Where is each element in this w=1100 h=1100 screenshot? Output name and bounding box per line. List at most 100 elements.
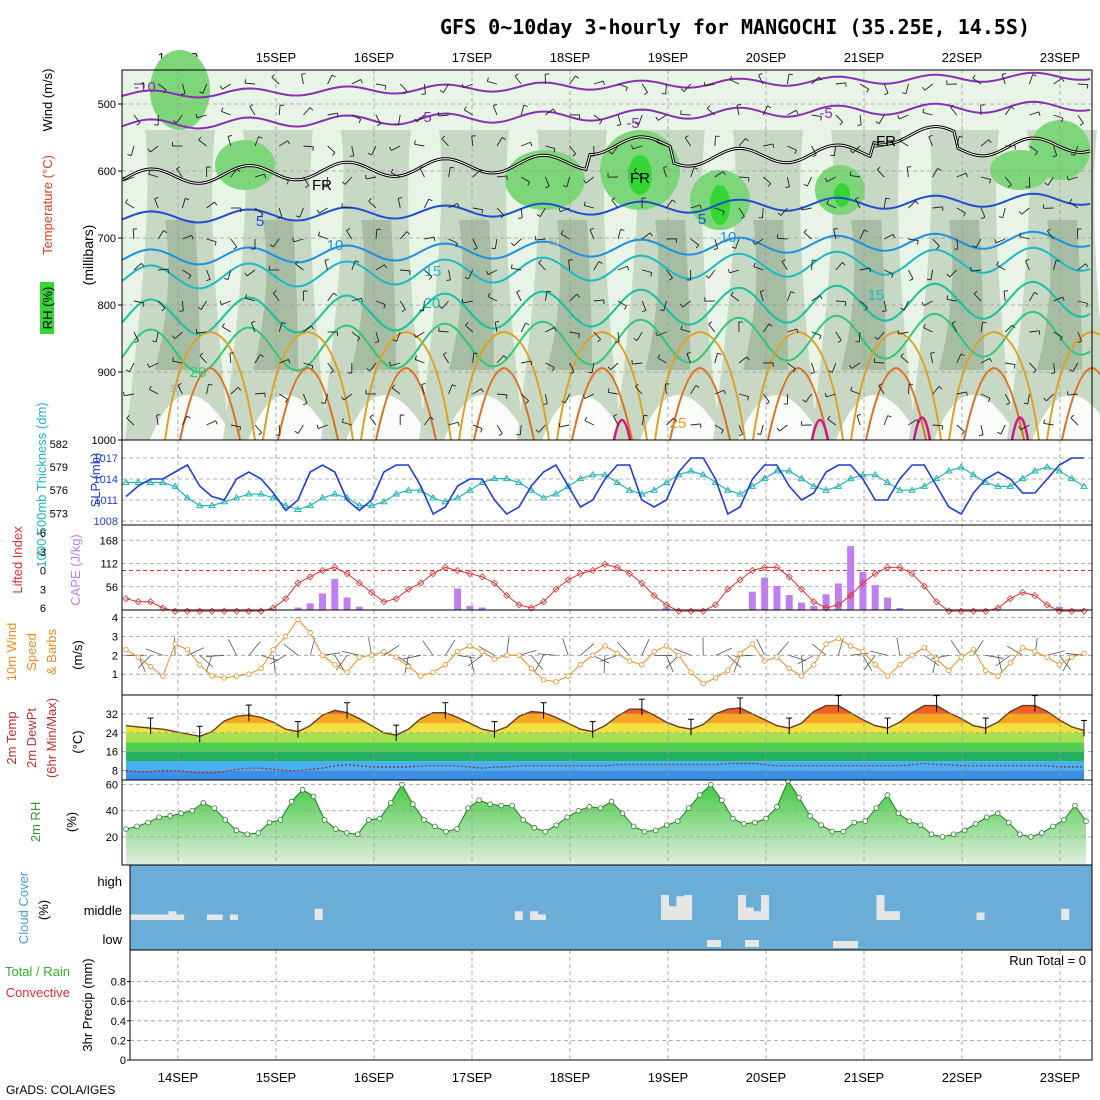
- contour-label: FR: [312, 177, 332, 194]
- wind-barb-flag: [355, 260, 360, 263]
- rh2m-line: [125, 779, 1087, 838]
- wind-barb: [835, 114, 844, 123]
- axis-tick-label: 582: [50, 439, 68, 451]
- wind10-point: [184, 646, 191, 653]
- temp-band: [126, 723, 1084, 733]
- warm-contour: [473, 366, 535, 441]
- rh2m-point: [343, 830, 350, 836]
- low-cloud-bar: [745, 940, 759, 947]
- wind-barb: [343, 393, 353, 401]
- wind-barb-flag: [828, 370, 833, 373]
- wind-barb-flag: [303, 402, 308, 406]
- wind-barb-flag: [1077, 340, 1082, 344]
- wind-barb-flag: [195, 113, 198, 118]
- wind-barb: [932, 206, 943, 209]
- wind-barb-flag: [123, 391, 125, 396]
- wind-barb-flag: [633, 338, 638, 341]
- wind-barb-flag: [333, 292, 338, 296]
- thickness-point: [355, 501, 364, 509]
- wind-barb-flag: [198, 136, 202, 141]
- thickness-point: [134, 478, 143, 485]
- lifted-index-point: [306, 573, 314, 581]
- warm-contour: [277, 366, 339, 441]
- wind-barb: [448, 269, 451, 280]
- lifted-index-point: [441, 563, 449, 571]
- wind10-point: [172, 641, 178, 647]
- wind-barb: [777, 237, 788, 240]
- wind-barb: [1053, 145, 1058, 156]
- wind-barb-flag: [419, 165, 424, 169]
- cape-bar: [343, 597, 351, 610]
- wind-barb-flag: [607, 388, 610, 393]
- wind-barb-flag: [642, 309, 647, 313]
- wind-barb-flag: [428, 276, 433, 280]
- wind10-barb: [797, 654, 814, 665]
- wind10-point: [663, 643, 670, 649]
- wind-barb: [636, 331, 643, 341]
- wind-barb-flag: [177, 382, 182, 386]
- top-date-label: 18SEP: [550, 50, 590, 65]
- rh2m-point: [244, 831, 251, 838]
- rh2m-point: [432, 823, 438, 830]
- rh-band-dark: [155, 220, 200, 370]
- wind-barb: [463, 83, 473, 89]
- wind-barb: [156, 415, 159, 426]
- warm-contour: [669, 366, 731, 441]
- wind-barb-flag: [1008, 184, 1012, 188]
- thickness-point: [871, 470, 880, 478]
- wind-barb: [835, 331, 842, 341]
- wind-barb: [196, 114, 207, 119]
- wind-barb: [858, 331, 861, 343]
- footer-credit: GrADS: COLA/IGES: [6, 1083, 115, 1097]
- wind-barb-flag: [916, 419, 920, 424]
- middle-cloud-bar: [661, 895, 670, 920]
- wind-barb-flag: [389, 361, 392, 366]
- wind-barb: [351, 260, 356, 271]
- axis-title: 2m Temp: [4, 711, 19, 764]
- wind-barb-flag: [1066, 176, 1069, 181]
- wind-barb-flag: [708, 321, 713, 325]
- middle-cloud-bar: [168, 911, 177, 920]
- wind-barb-flag: [439, 90, 444, 93]
- lifted-index-point: [847, 591, 855, 600]
- rh2m-point: [983, 814, 990, 821]
- wind10-barb: [457, 654, 476, 659]
- wind-barb-flag: [850, 386, 853, 391]
- wind-barb-flag: [287, 140, 291, 145]
- rh2m-point: [1050, 823, 1056, 830]
- wind10-point: [725, 667, 731, 674]
- lifted-index-point: [625, 570, 634, 578]
- wind-barb-flag: [902, 92, 907, 95]
- lifted-index-point: [527, 604, 535, 612]
- wind-barb: [908, 238, 919, 242]
- wind-barb: [903, 300, 909, 311]
- wind-barb: [758, 74, 764, 85]
- axis-tick-label: -6: [36, 528, 46, 540]
- wind-barb-flag: [292, 237, 295, 242]
- wind-barb: [569, 145, 577, 155]
- wind10-barb: [534, 655, 544, 672]
- wind-barb: [874, 145, 885, 148]
- wind-barb: [811, 145, 817, 156]
- wind10-point: [958, 654, 964, 660]
- axis-tick-label: 32: [106, 709, 118, 721]
- wind-barb-flag: [624, 305, 627, 310]
- wind-barb: [535, 238, 546, 241]
- wind-barb: [1067, 393, 1078, 396]
- cloud-cover-panel: high middle low Cloud Cover (%): [16, 864, 1093, 951]
- rh-band-dark: [841, 220, 886, 370]
- wind-barb: [641, 415, 645, 426]
- wind-barb: [272, 292, 280, 302]
- wind-barb-flag: [703, 82, 706, 87]
- wind-barb-flag: [383, 304, 386, 309]
- wind-barb-flag: [930, 352, 935, 354]
- rh2m-point: [840, 828, 847, 835]
- axis-tick-label: 168: [100, 535, 118, 547]
- wind-barb-flag: [1085, 263, 1089, 268]
- wind-barb: [611, 199, 619, 209]
- wind-barb: [760, 424, 764, 435]
- wind10-point: [675, 652, 682, 659]
- wind-barb: [736, 105, 740, 116]
- wind-barb: [414, 143, 425, 147]
- wind-barb-flag: [356, 337, 361, 342]
